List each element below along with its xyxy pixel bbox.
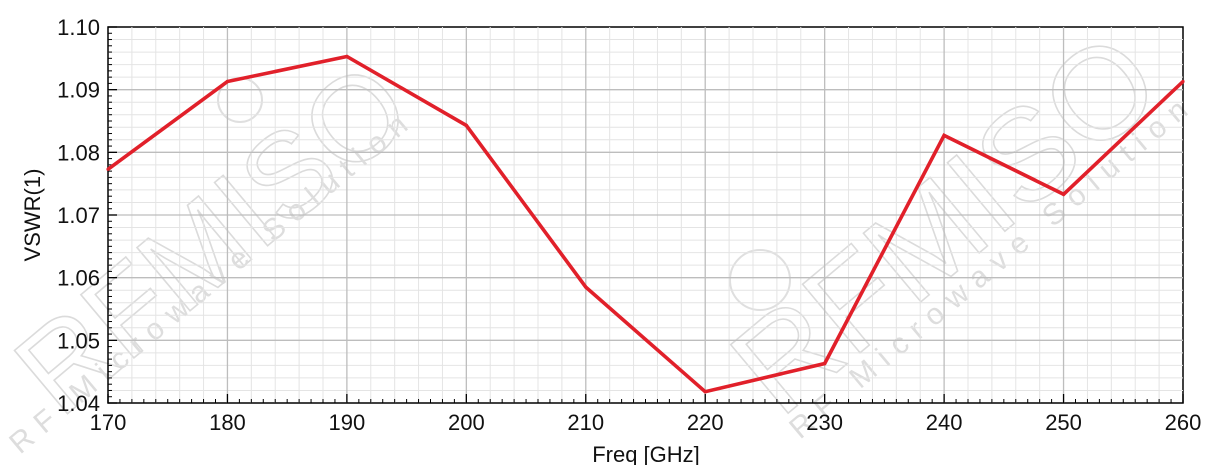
vswr-data-point xyxy=(584,285,588,289)
y-axis-title: VSWR(1) xyxy=(20,169,45,262)
y-tick-label: 1.10 xyxy=(57,15,100,40)
x-tick-label: 240 xyxy=(926,410,963,435)
vswr-data-point xyxy=(1181,79,1185,84)
x-tick-label: 170 xyxy=(90,410,127,435)
watermark: RFMISO RF Microwave Solution RFMISO RF M… xyxy=(0,4,1202,461)
y-tick-labels: 1.04 1.05 1.06 1.07 1.08 1.09 1.10 xyxy=(57,15,100,416)
vswr-data-point xyxy=(345,54,349,59)
major-grid xyxy=(108,27,1183,403)
vswr-data-point xyxy=(1061,192,1066,196)
x-tick-label: 180 xyxy=(209,410,246,435)
tick-marks xyxy=(107,26,1184,404)
vswr-series-line xyxy=(106,54,1185,394)
x-tick-labels: 170 180 190 200 210 220 230 240 250 260 xyxy=(90,410,1202,435)
x-tick-label: 200 xyxy=(448,410,485,435)
vswr-data-point xyxy=(464,123,468,127)
x-tick-label: 260 xyxy=(1165,410,1202,435)
y-tick-label: 1.08 xyxy=(57,140,100,165)
vswr-data-point xyxy=(823,361,827,366)
x-tick-label: 220 xyxy=(687,410,724,435)
y-tick-label: 1.04 xyxy=(57,391,100,416)
x-tick-label: 190 xyxy=(329,410,366,435)
y-tick-label: 1.05 xyxy=(57,328,100,353)
x-tick-label: 210 xyxy=(567,410,604,435)
vswr-data-point xyxy=(106,167,110,171)
series-layer xyxy=(106,54,1185,394)
watermark-logo-icon xyxy=(729,249,791,311)
plot-area xyxy=(106,26,1185,404)
vswr-data-point xyxy=(703,390,707,394)
vswr-data-point xyxy=(942,133,946,138)
y-tick-label: 1.09 xyxy=(57,78,100,103)
vswr-data-point xyxy=(225,79,230,84)
x-tick-label: 230 xyxy=(806,410,843,435)
x-tick-label: 250 xyxy=(1045,410,1082,435)
y-tick-label: 1.06 xyxy=(57,266,100,291)
y-tick-label: 1.07 xyxy=(57,203,100,228)
x-axis-title: Freq [GHz] xyxy=(592,442,700,465)
